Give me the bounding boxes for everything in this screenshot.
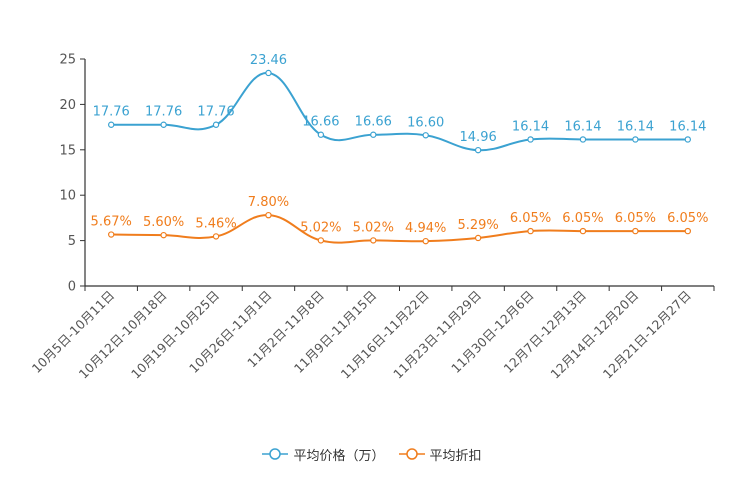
data-point <box>160 121 167 128</box>
data-label: 5.02% <box>353 220 394 235</box>
x-tick-label: 11月16日-11月22日 <box>338 288 432 382</box>
series-line-2 <box>111 214 688 244</box>
data-point <box>212 121 220 128</box>
data-label: 5.46% <box>195 216 236 231</box>
data-point <box>370 131 377 138</box>
data-label: 5.02% <box>300 220 341 235</box>
data-label: 16.14 <box>617 119 654 134</box>
data-label: 6.05% <box>562 211 603 226</box>
data-point <box>265 211 272 219</box>
data-point <box>527 227 534 235</box>
y-tick-label: 10 <box>59 189 76 204</box>
data-label: 17.76 <box>145 105 182 120</box>
data-label: 5.60% <box>143 215 184 230</box>
x-tick-label: 10月12日-10月18日 <box>76 288 170 382</box>
data-point <box>422 132 429 139</box>
data-point <box>632 136 639 143</box>
data-label: 17.76 <box>93 105 130 120</box>
data-label: 16.14 <box>512 119 549 134</box>
data-label: 14.96 <box>460 130 497 145</box>
legend-label: 平均价格（万） <box>293 448 385 464</box>
y-tick-label: 5 <box>68 234 76 249</box>
y-tick-label: 25 <box>59 53 76 68</box>
data-point <box>108 121 115 128</box>
data-label: 16.66 <box>302 115 339 130</box>
data-point <box>160 231 167 239</box>
data-label: 16.60 <box>407 115 444 130</box>
data-point <box>684 227 691 235</box>
data-point <box>317 237 325 244</box>
x-tick-label: 12月21日-12月27日 <box>600 288 694 382</box>
legend-item-1[interactable]: 平均价格（万） <box>262 445 385 464</box>
data-point <box>684 136 691 143</box>
data-point <box>474 234 482 242</box>
y-tick-label: 20 <box>59 98 76 113</box>
data-point <box>370 237 377 244</box>
data-point <box>317 131 325 138</box>
legend-item-2[interactable]: 平均折扣 <box>398 445 482 464</box>
x-tick-label: 10月19日-10月25日 <box>128 288 222 382</box>
data-label: 17.76 <box>197 105 234 120</box>
data-label: 6.05% <box>510 211 551 226</box>
legend-marker-icon <box>262 448 289 460</box>
data-label: 6.05% <box>615 211 656 226</box>
data-label: 23.46 <box>250 53 287 68</box>
data-point <box>212 233 220 240</box>
data-label: 5.67% <box>91 215 132 230</box>
data-point <box>422 237 429 245</box>
data-label: 7.80% <box>248 195 289 210</box>
data-point <box>265 69 272 77</box>
data-label: 16.14 <box>669 119 706 134</box>
data-point <box>108 231 115 238</box>
x-tick-label: 12月14日-12月20日 <box>547 288 641 382</box>
y-tick-label: 15 <box>59 143 76 158</box>
data-label: 6.05% <box>667 211 708 226</box>
y-tick-label: 0 <box>68 280 76 295</box>
data-point <box>474 146 482 154</box>
data-point <box>579 136 587 143</box>
x-tick-label: 11月23日-11月29日 <box>390 288 484 382</box>
data-label: 4.94% <box>405 221 446 236</box>
data-label: 5.29% <box>457 218 498 233</box>
data-point <box>632 227 639 235</box>
data-label: 16.66 <box>355 115 392 130</box>
legend-marker-icon <box>398 448 425 460</box>
legend-label: 平均折扣 <box>429 448 482 464</box>
data-point <box>579 227 587 235</box>
legend: 平均价格（万） 平均折扣 <box>0 444 744 464</box>
data-point <box>527 136 534 143</box>
data-label: 16.14 <box>564 119 601 134</box>
